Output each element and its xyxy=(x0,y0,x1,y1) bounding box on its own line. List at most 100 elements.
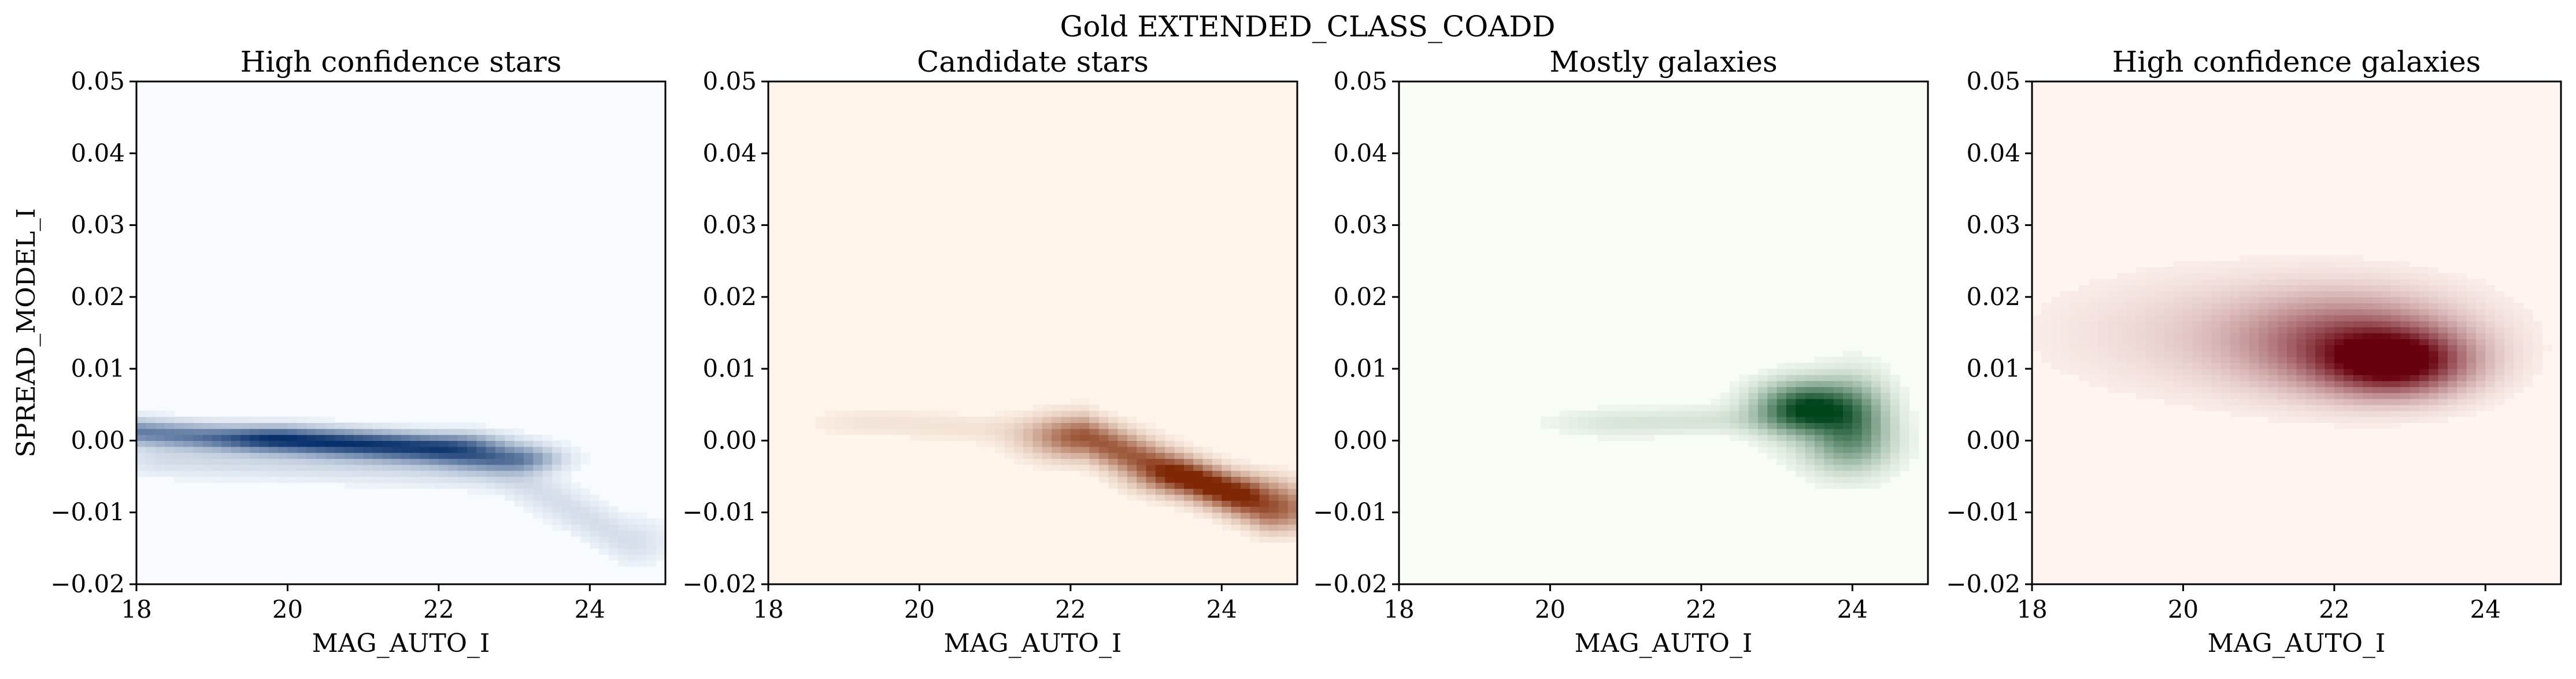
y-tick-label: 0.01 xyxy=(1966,354,2020,383)
heatmap-cell xyxy=(1748,374,1759,381)
heatmap-cell xyxy=(910,435,920,441)
heatmap-cell xyxy=(1268,524,1279,531)
heatmap-cell xyxy=(2419,357,2429,363)
heatmap-cell xyxy=(1108,470,1119,477)
heatmap-cell xyxy=(2268,309,2278,316)
heatmap-cell xyxy=(1061,410,1071,417)
heatmap-cell xyxy=(448,470,458,477)
heatmap-cell xyxy=(1117,464,1128,471)
heatmap-cell xyxy=(2174,285,2184,292)
heatmap-cell xyxy=(2419,339,2429,346)
heatmap-cell xyxy=(580,530,590,537)
heatmap-cell xyxy=(2296,333,2307,339)
heatmap-cell xyxy=(1881,392,1891,399)
heatmap-cell xyxy=(221,452,231,459)
heatmap-cell xyxy=(1616,417,1626,423)
heatmap-cell xyxy=(2344,309,2354,316)
panel-title: High confidence galaxies xyxy=(2112,45,2481,79)
heatmap-cell xyxy=(571,482,581,489)
heatmap-cell xyxy=(2315,261,2326,268)
x-tick-label: 22 xyxy=(423,595,454,624)
heatmap-cell xyxy=(1814,422,1824,429)
heatmap-cell xyxy=(448,446,458,453)
heatmap-cell xyxy=(1881,435,1891,441)
heatmap-cell xyxy=(1607,410,1617,417)
heatmap-cell xyxy=(353,482,364,489)
heatmap-cell xyxy=(1032,428,1043,435)
heatmap-cell xyxy=(1137,435,1147,441)
heatmap-cell xyxy=(2098,296,2108,303)
heatmap-cell xyxy=(514,440,524,447)
heatmap-cell xyxy=(627,524,638,531)
heatmap-cell xyxy=(2315,417,2326,423)
heatmap-cell xyxy=(212,470,222,477)
heatmap-cell xyxy=(2447,303,2457,310)
heatmap-cell xyxy=(1899,422,1909,429)
heatmap-cell xyxy=(2098,309,2108,316)
heatmap-cell xyxy=(448,458,458,465)
heatmap-cell xyxy=(2390,303,2401,310)
heatmap-cell xyxy=(1268,482,1279,489)
heatmap-cell xyxy=(2344,417,2354,423)
heatmap-cell xyxy=(1098,428,1109,435)
heatmap-cell xyxy=(1004,446,1015,453)
heatmap-cell xyxy=(2475,314,2486,321)
heatmap-cell xyxy=(2041,309,2052,316)
heatmap-cell xyxy=(2334,261,2344,268)
heatmap-cell xyxy=(2259,374,2269,381)
heatmap-cell xyxy=(240,452,250,459)
heatmap-cell xyxy=(268,435,279,441)
heatmap-cell xyxy=(1644,417,1655,423)
heatmap-cell xyxy=(2362,291,2373,298)
heatmap-cell xyxy=(1127,470,1137,477)
heatmap-cell xyxy=(476,435,487,441)
heatmap-cell xyxy=(928,428,939,435)
heatmap-cell xyxy=(2429,273,2439,280)
heatmap-cell xyxy=(505,428,515,435)
heatmap-cell xyxy=(505,488,515,495)
x-axis-label: MAG_AUTO_I xyxy=(944,629,1122,658)
heatmap-cell xyxy=(627,560,638,567)
heatmap-cell xyxy=(2447,296,2457,303)
heatmap-cell xyxy=(250,470,260,477)
heatmap-cell xyxy=(2211,374,2222,381)
heatmap-cell xyxy=(1559,410,1570,417)
heatmap-cell xyxy=(2126,333,2137,339)
heatmap-cell xyxy=(1146,494,1156,501)
heatmap-cell xyxy=(580,524,590,531)
heatmap-cell xyxy=(2117,273,2127,280)
heatmap-cell xyxy=(2457,273,2467,280)
heatmap-cell xyxy=(278,435,288,441)
heatmap-cell xyxy=(1692,405,1702,411)
heatmap-cell xyxy=(231,476,241,483)
heatmap-cell xyxy=(438,435,449,441)
heatmap-cell xyxy=(1852,464,1863,471)
heatmap-cell xyxy=(306,440,317,447)
heatmap-cell xyxy=(1890,410,1900,417)
heatmap-cell xyxy=(1193,458,1204,465)
heatmap-cell xyxy=(2457,362,2467,369)
heatmap-cell xyxy=(995,422,1005,429)
heatmap-cell xyxy=(1165,500,1175,507)
heatmap-cell xyxy=(2362,417,2373,423)
y-tick-label: −0.01 xyxy=(1313,498,1387,526)
heatmap-cell xyxy=(495,464,505,471)
heatmap-cell xyxy=(646,542,657,549)
heatmap-cell xyxy=(2315,326,2326,333)
y-tick-label: −0.01 xyxy=(50,498,125,526)
heatmap-cell xyxy=(363,470,373,477)
heatmap-cell xyxy=(183,417,194,423)
heatmap-cell xyxy=(2041,351,2052,358)
heatmap-cell xyxy=(278,422,288,429)
heatmap-cell xyxy=(2268,296,2278,303)
heatmap-cell xyxy=(1023,410,1034,417)
heatmap-cell xyxy=(297,470,307,477)
heatmap-cell xyxy=(2174,291,2184,298)
heatmap-cell xyxy=(2145,369,2156,376)
heatmap-cell xyxy=(1155,435,1165,441)
heatmap-cell xyxy=(1861,369,1872,376)
heatmap-cell xyxy=(919,422,930,429)
heatmap-cell xyxy=(2305,369,2316,376)
heatmap-cell xyxy=(2277,344,2288,351)
heatmap-cell xyxy=(259,458,269,465)
